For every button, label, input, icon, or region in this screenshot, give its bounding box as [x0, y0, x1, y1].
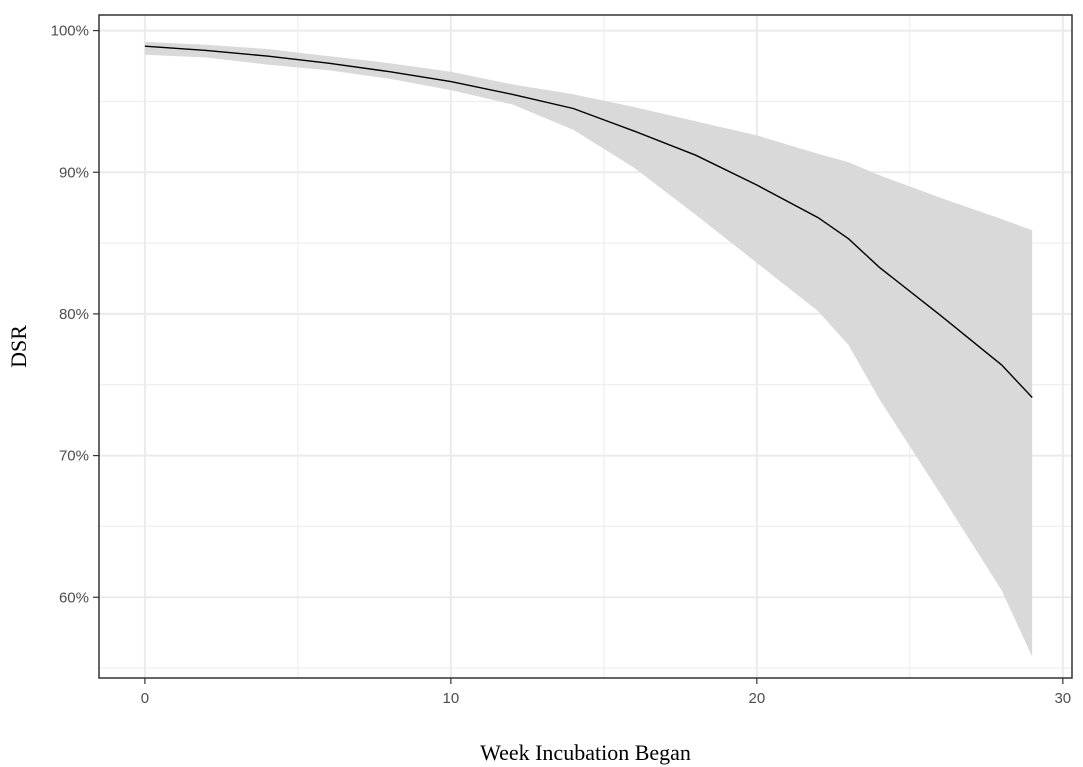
panel-border	[98, 14, 1073, 679]
confidence-band	[144, 41, 1033, 657]
y-tick-label: 60%	[59, 589, 89, 606]
x-tick-label: 10	[443, 690, 460, 707]
y-tick-label: 80%	[59, 306, 89, 323]
dsr-series-line	[144, 45, 1033, 398]
x-tick-label: 20	[749, 690, 766, 707]
y-tick-label: 100%	[51, 23, 89, 40]
x-axis-ticks: 0 10 20 30	[141, 678, 1071, 707]
x-axis-title: Week Incubation Began	[480, 740, 691, 765]
x-tick-label: 0	[141, 690, 149, 707]
y-axis-title: DSR	[6, 325, 31, 368]
y-tick-label: 70%	[59, 448, 89, 465]
x-tick-label: 30	[1054, 690, 1071, 707]
y-axis-ticks: 60% 70% 80% 90% 100%	[51, 23, 99, 606]
y-tick-label: 90%	[59, 164, 89, 181]
